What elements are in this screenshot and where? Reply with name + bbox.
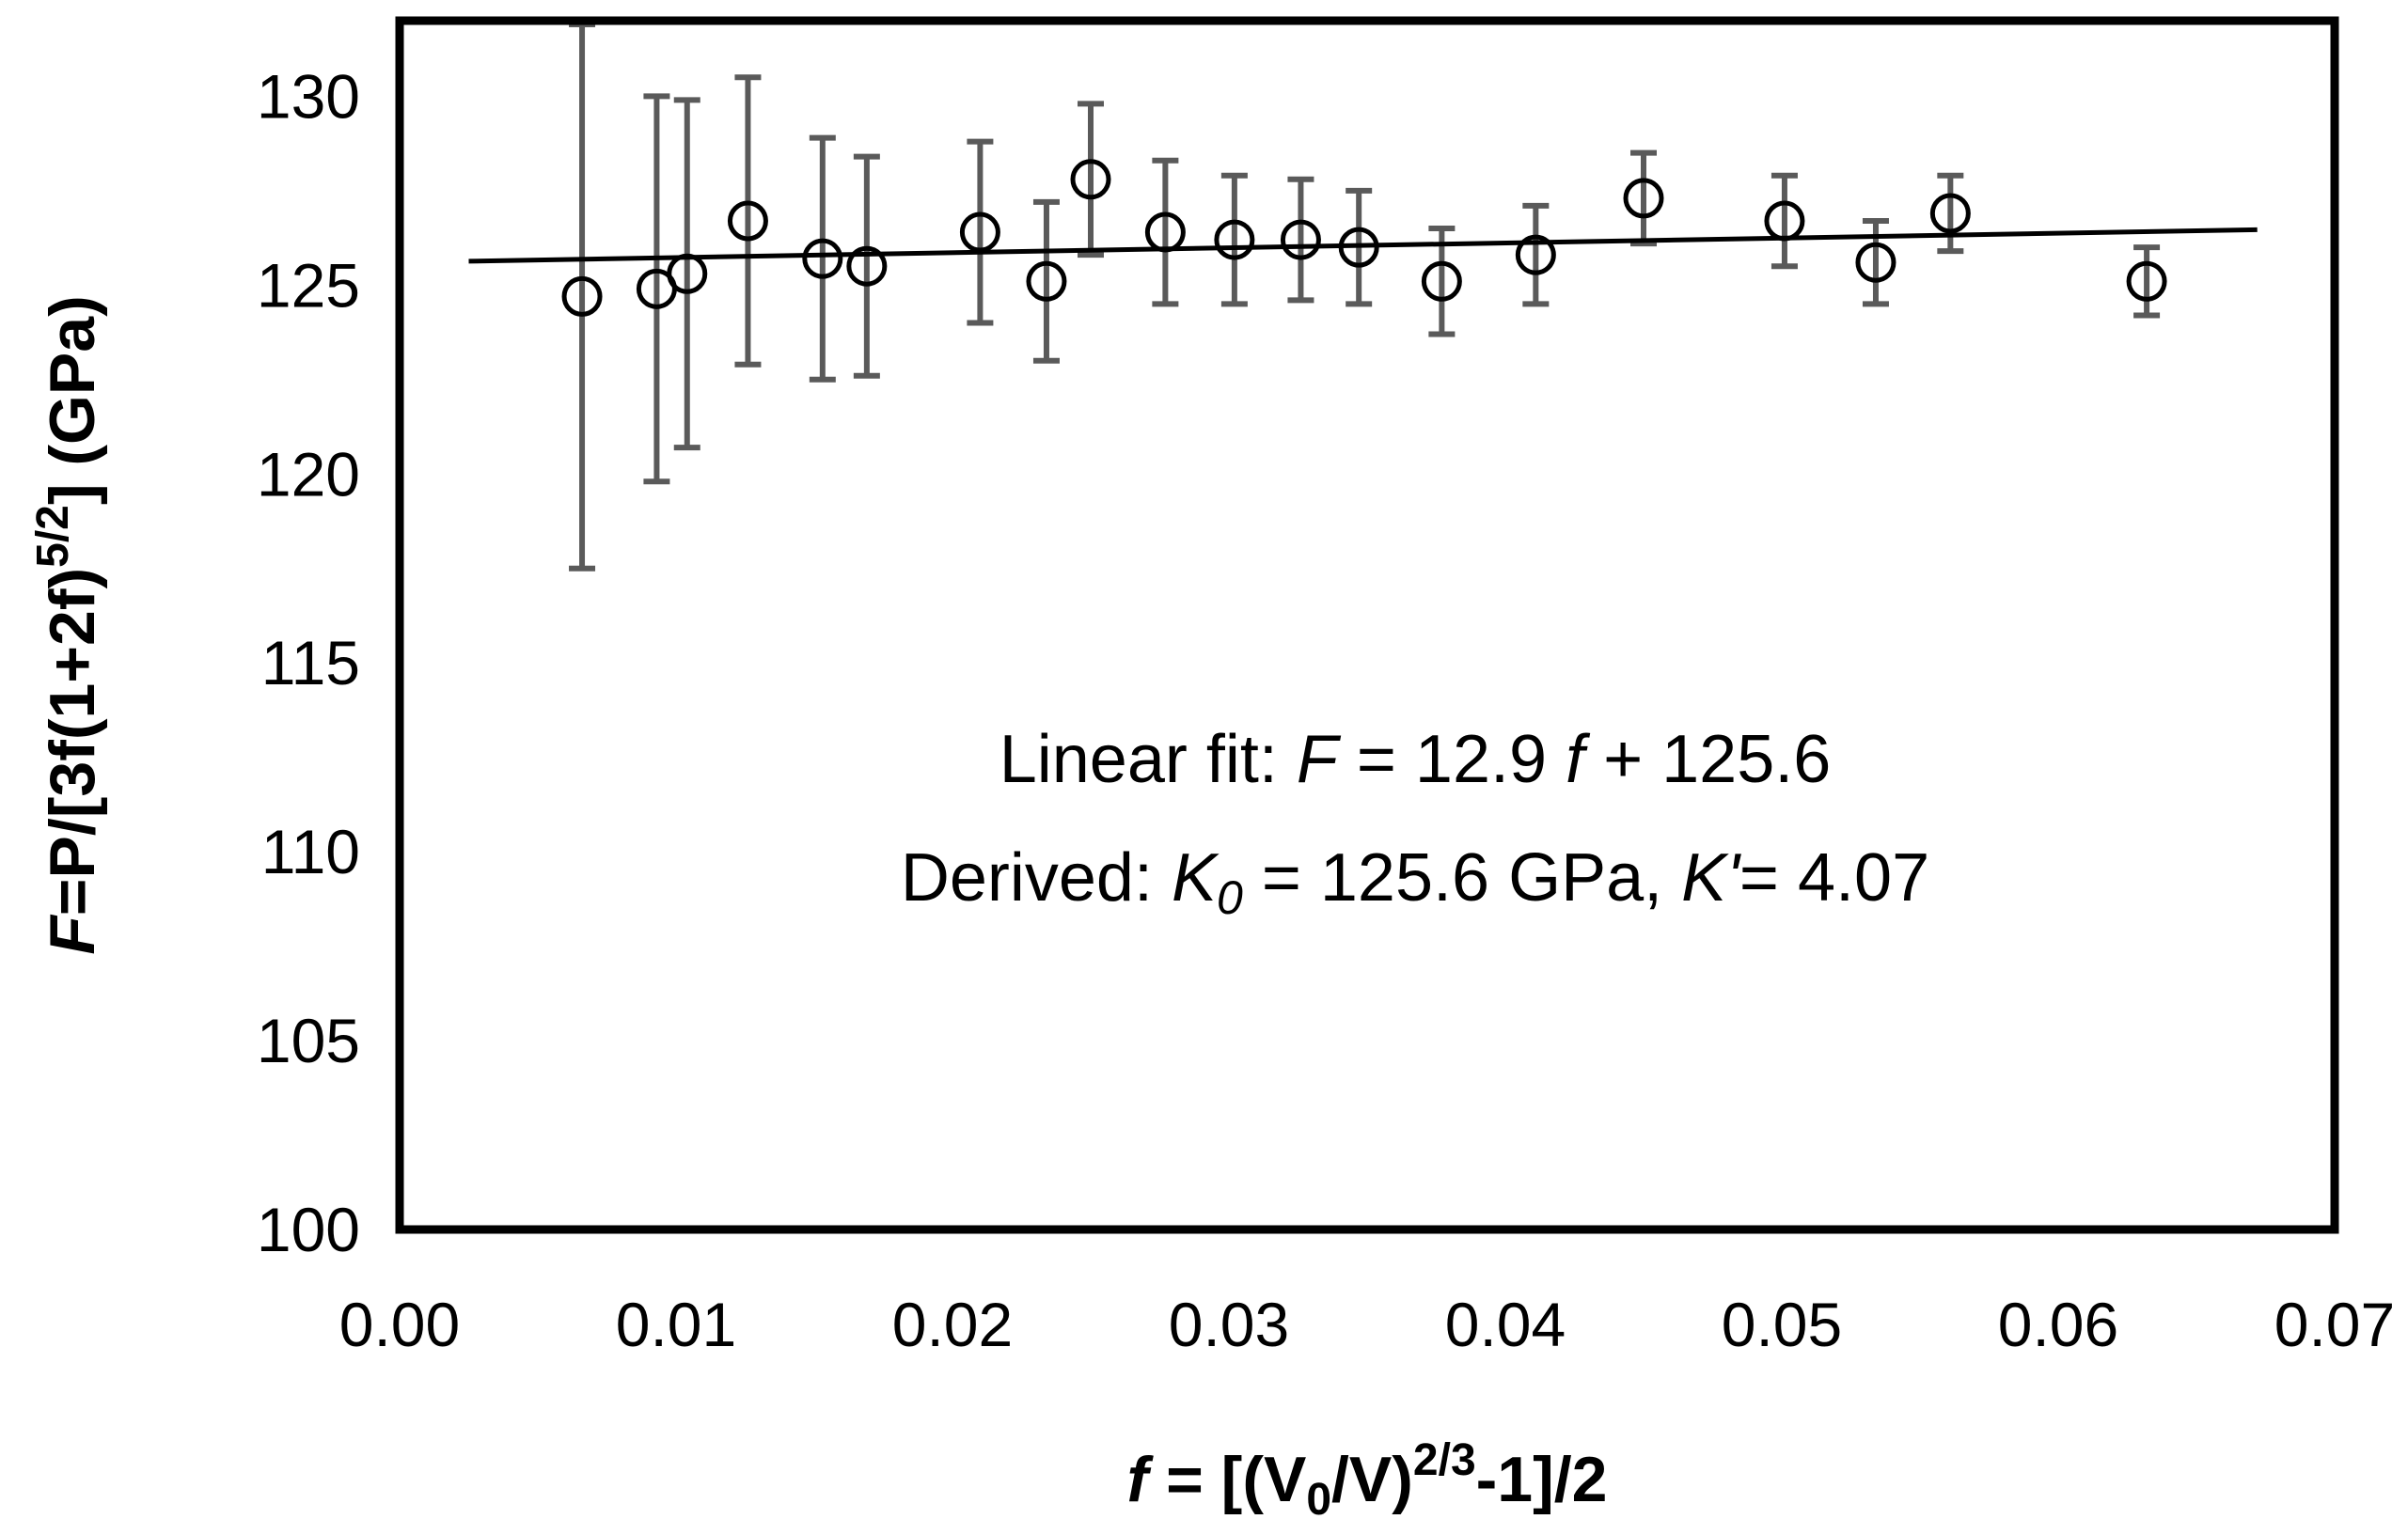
error-bar — [1287, 176, 1314, 304]
fit-equation-text: Linear fit: F = 12.9 f + 125.6 — [999, 722, 1832, 797]
x-tick-label: 0.07 — [2274, 1290, 2395, 1359]
data-point-marker — [667, 253, 708, 294]
markers-group — [561, 159, 2167, 317]
y-tick-label: 125 — [257, 250, 360, 320]
data-point-marker — [802, 238, 843, 279]
error-bar — [1522, 202, 1550, 307]
data-point-marker — [1623, 178, 1664, 219]
derived-parameters-text: Derived: K0 = 125.6 GPa, K'= 4.07 — [901, 840, 1929, 924]
x-axis-title: f = [(V0/V)2/3-1]/2 — [1127, 1435, 1608, 1525]
data-point-marker — [727, 200, 768, 242]
error-bars-group — [569, 22, 2161, 572]
data-point-marker — [1855, 242, 1896, 283]
x-tick-label: 0.00 — [339, 1290, 460, 1359]
error-bar — [569, 22, 596, 572]
data-point-marker — [1144, 211, 1186, 253]
error-bar — [1078, 101, 1104, 258]
error-bar — [1220, 172, 1248, 307]
error-bar — [734, 74, 762, 368]
y-axis-title: F=P/[3f(1+2f)5/2] (GPa) — [28, 295, 108, 955]
y-tick-label: 120 — [257, 439, 360, 509]
data-point-marker — [1929, 193, 1971, 234]
error-bar — [853, 153, 880, 379]
x-tick-labels: 0.00 0.01 0.02 0.03 0.04 0.05 0.06 0.07 — [339, 1290, 2395, 1359]
data-point-marker — [1338, 227, 1379, 268]
y-tick-label: 105 — [257, 1006, 360, 1075]
plot-frame — [395, 16, 2339, 1234]
y-tick-labels: 100 105 110 115 120 125 130 — [257, 61, 360, 1264]
linear-fit-line — [468, 227, 2258, 264]
data-point-marker — [2126, 260, 2167, 302]
error-bar — [1937, 172, 1964, 255]
x-tick-label: 0.01 — [616, 1290, 736, 1359]
error-bar — [1630, 149, 1657, 247]
y-tick-label: 100 — [257, 1195, 360, 1264]
error-bar — [643, 93, 670, 485]
error-bar — [809, 134, 836, 383]
x-tick-label: 0.04 — [1445, 1290, 1566, 1359]
y-tick-label: 110 — [261, 817, 360, 886]
data-point-marker — [1280, 219, 1321, 260]
data-point-marker — [959, 211, 1000, 253]
data-point-marker — [1026, 260, 1067, 302]
data-point-marker — [1214, 219, 1255, 260]
error-bar — [673, 97, 700, 451]
data-point-marker — [1764, 200, 1805, 242]
x-tick-label: 0.05 — [1722, 1290, 1842, 1359]
y-tick-label: 115 — [261, 628, 360, 697]
error-bar — [1152, 157, 1179, 307]
data-point-marker — [1515, 234, 1556, 275]
data-point-marker — [1421, 260, 1462, 302]
error-bar — [1032, 198, 1060, 364]
data-point-marker — [846, 245, 888, 287]
error-bar — [1771, 172, 1798, 270]
data-point-marker — [561, 275, 603, 317]
x-tick-label: 0.06 — [1998, 1290, 2118, 1359]
error-bar — [967, 138, 994, 326]
error-bar — [1862, 217, 1889, 307]
data-point-marker — [1070, 159, 1111, 200]
x-tick-label: 0.02 — [892, 1290, 1013, 1359]
x-tick-label: 0.03 — [1169, 1290, 1289, 1359]
error-bar — [2133, 244, 2161, 319]
y-tick-label: 130 — [257, 61, 360, 131]
